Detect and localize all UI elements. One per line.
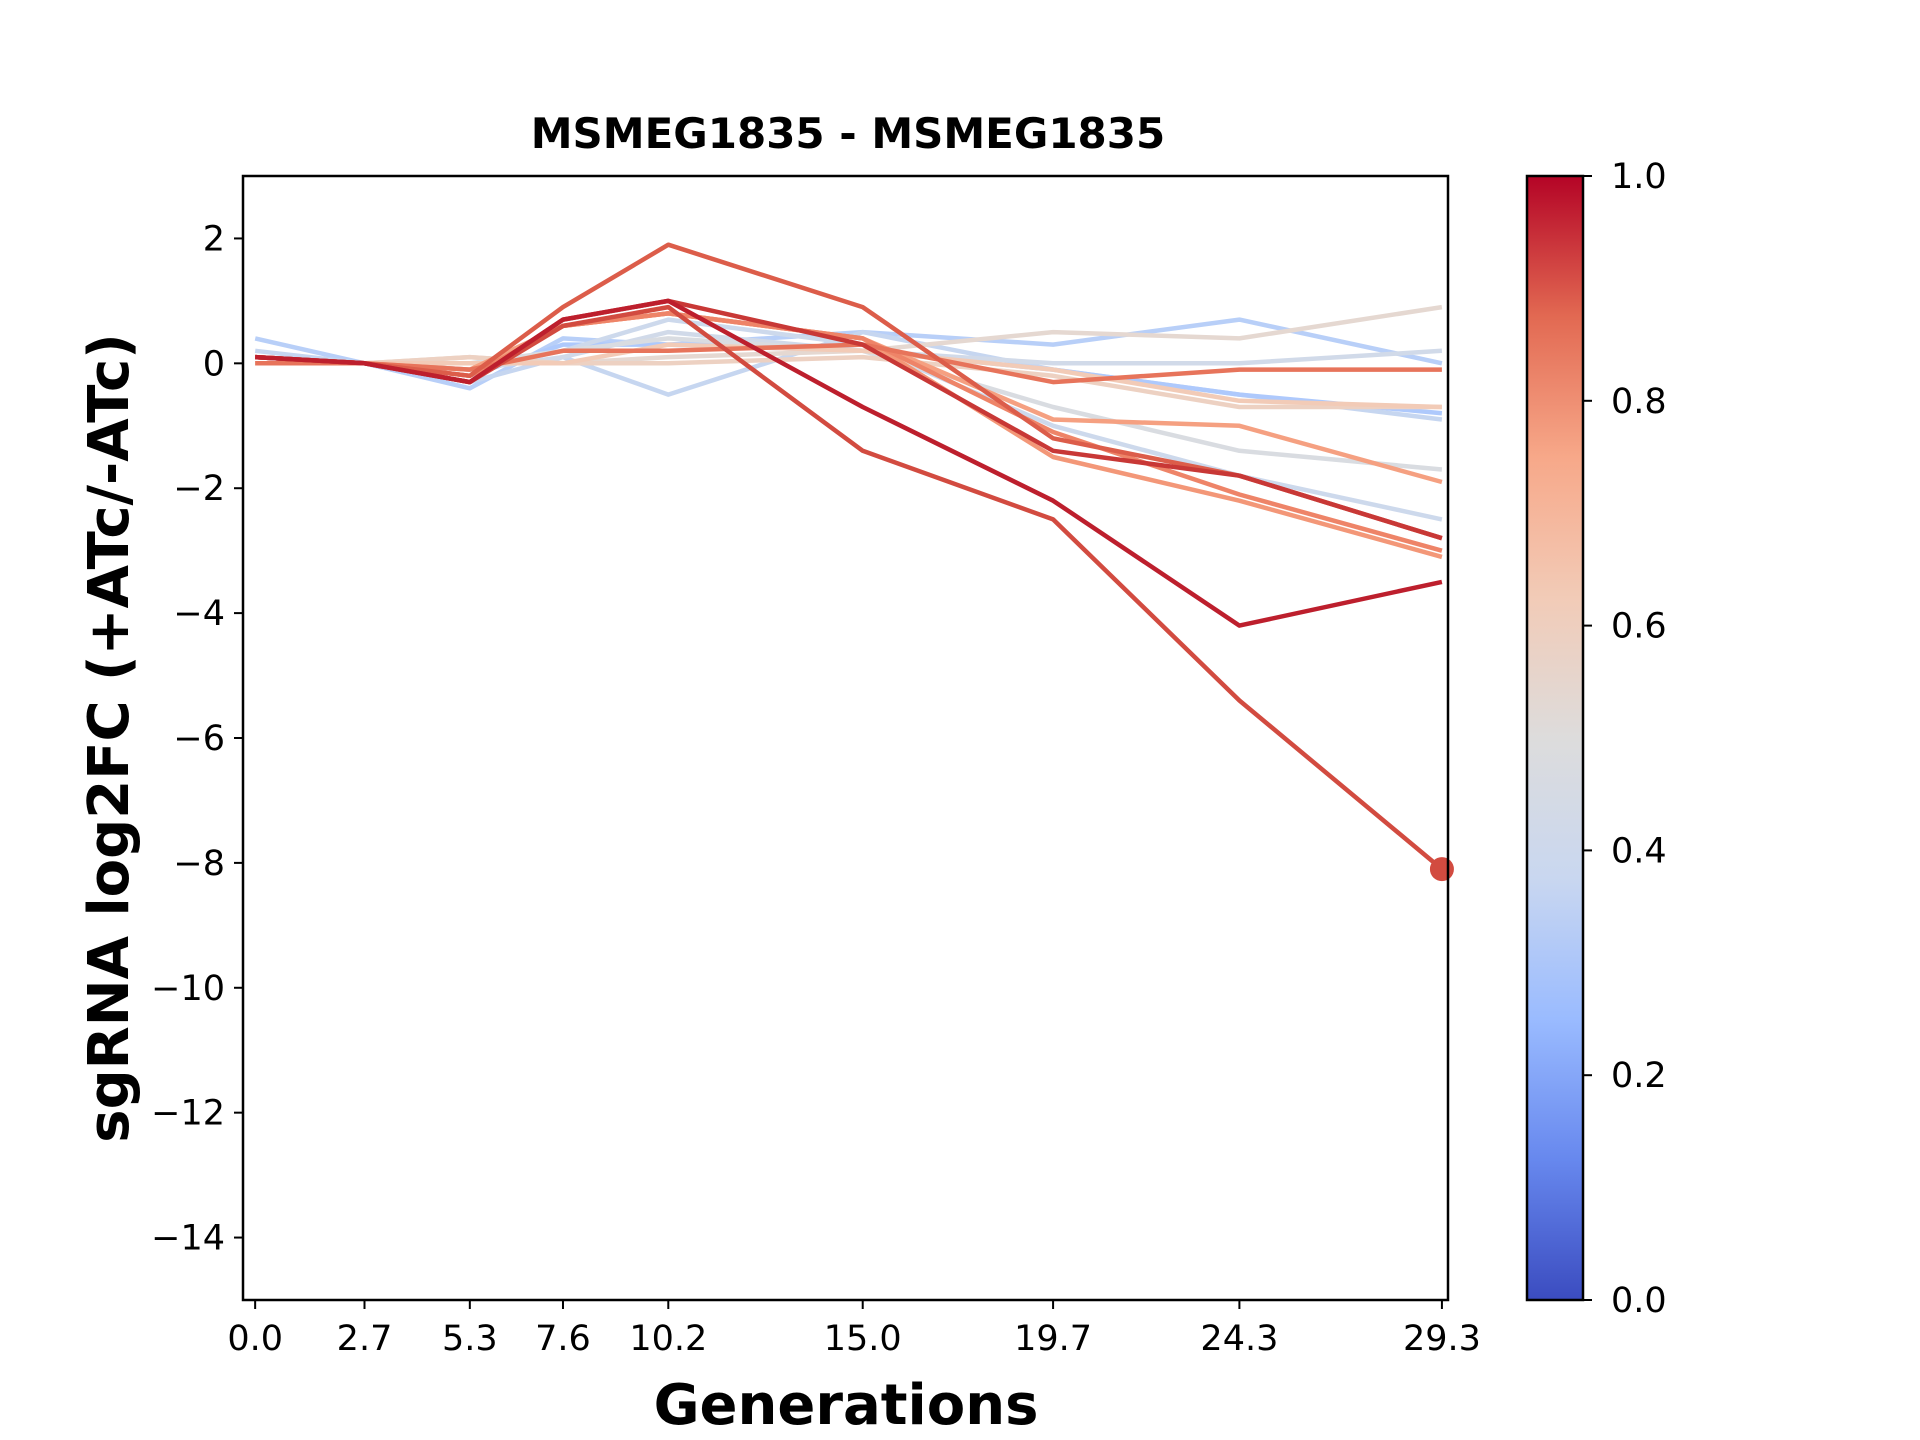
x-tick-label: 0.0	[227, 1319, 283, 1359]
y-axis-ticks: 2 0 −2 −4 −6 −8 −10 −12 −14	[151, 219, 243, 1259]
y-tick-label: −14	[151, 1219, 225, 1259]
x-tick-label: 29.3	[1403, 1319, 1481, 1359]
x-axis-ticks: 0.0 2.7 5.3 7.6 10.2 15.0 19.7 24.3 29.3	[227, 1300, 1481, 1359]
x-tick-label: 5.3	[442, 1319, 498, 1359]
x-tick-label: 2.7	[337, 1319, 393, 1359]
colorbar	[1525, 174, 1585, 1302]
x-tick-label: 24.3	[1200, 1319, 1278, 1359]
highlight-layer	[1429, 857, 1454, 882]
y-axis-label: sgRNA log2FC (+ATc/-ATc)	[77, 333, 142, 1143]
series-line-1	[254, 317, 1443, 391]
y-tick-label: 2	[203, 219, 225, 259]
plot-lines	[254, 242, 1444, 871]
y-tick-label: −6	[173, 719, 225, 759]
x-tick-label: 15.0	[824, 1319, 902, 1359]
colorbar-tick-label: 0.2	[1611, 1056, 1667, 1096]
colorbar-tick-label: 0.4	[1611, 831, 1667, 871]
x-tick-label: 19.7	[1014, 1319, 1092, 1359]
colorbar-tick-label: 0.8	[1611, 382, 1667, 422]
y-tick-label: −8	[173, 844, 225, 884]
x-axis-label: Generations	[654, 1373, 1039, 1438]
series-line-14	[255, 242, 1443, 541]
colorbar-tick-label: 1.0	[1611, 157, 1667, 197]
highlight-point	[1429, 857, 1454, 882]
y-tick-label: −4	[173, 594, 225, 634]
series-line-15	[255, 304, 1444, 871]
y-tick-label: −12	[151, 1094, 225, 1134]
x-tick-label: 7.6	[535, 1319, 591, 1359]
colorbar-tick-label: 0.0	[1611, 1281, 1667, 1321]
y-tick-label: −2	[173, 469, 225, 509]
series-line-17	[255, 298, 1443, 628]
colorbar-tick-label: 0.6	[1611, 607, 1667, 647]
y-tick-label: 0	[203, 344, 225, 384]
colorbar-ticks: 0.0 0.2 0.4 0.6 0.8 1.0	[1583, 157, 1667, 1321]
y-tick-label: −10	[151, 969, 225, 1009]
chart-title: MSMEG1835 - MSMEG1835	[531, 109, 1165, 158]
x-tick-label: 10.2	[629, 1319, 707, 1359]
